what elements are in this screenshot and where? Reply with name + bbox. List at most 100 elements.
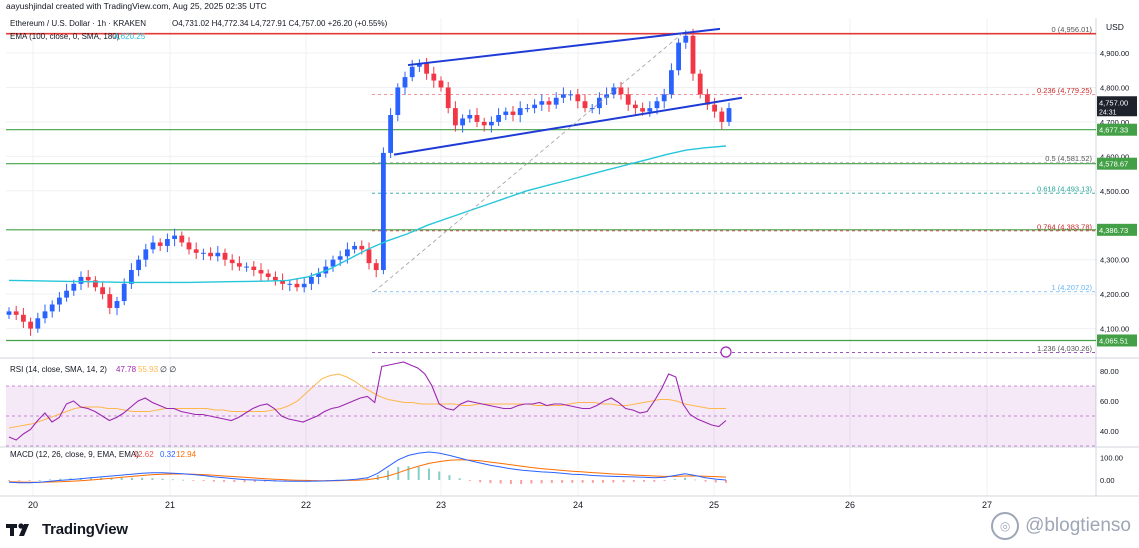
x-tick-label: 27 xyxy=(982,500,992,510)
macd-histogram-bar xyxy=(89,477,92,480)
candle-body xyxy=(409,66,415,78)
candle-body xyxy=(201,252,206,254)
fib-level-label: 0.618 (4,493.13) xyxy=(1037,184,1093,193)
candle-body xyxy=(93,280,98,288)
support-price-tag: 4,578.67 xyxy=(1099,160,1128,169)
ema-line xyxy=(8,145,727,284)
candle-body xyxy=(431,73,437,81)
macd-histogram-bar xyxy=(223,480,226,482)
macd-histogram-bar xyxy=(233,480,236,483)
candle-body xyxy=(661,94,667,102)
macd-histogram-bar xyxy=(540,480,543,484)
candle-body xyxy=(575,94,581,102)
rsi-tick-label: 40.00 xyxy=(1100,427,1119,436)
candle-body xyxy=(561,94,566,98)
candle-body xyxy=(568,94,573,96)
macd-histogram-bar xyxy=(684,477,687,480)
candle-body xyxy=(244,266,249,268)
candle-body xyxy=(71,283,77,291)
candle-body xyxy=(611,87,617,95)
macd-histogram-bar xyxy=(243,480,246,483)
support-price-tag-bg xyxy=(1097,157,1137,170)
countdown-tag: 24:31 xyxy=(1099,109,1117,116)
candle-body xyxy=(85,276,91,281)
y-tick-label: 4,100.00 xyxy=(1100,325,1129,334)
macd-histogram-bar xyxy=(28,480,31,481)
macd-line xyxy=(8,451,727,484)
candle-body xyxy=(157,242,163,246)
fib-anchor-line xyxy=(373,33,683,293)
rsi-value: 47.78 xyxy=(116,365,137,374)
candle-body xyxy=(373,263,379,271)
candle-body xyxy=(683,35,689,43)
macd-histogram-bar xyxy=(581,480,584,483)
fib-level-label: 1 (4,207.02) xyxy=(1052,283,1093,292)
candle-body xyxy=(481,121,487,126)
rsi-title: RSI (14, close, SMA, 14, 2) xyxy=(10,365,107,374)
macd-histogram-bar xyxy=(48,479,51,481)
macd-histogram-bar xyxy=(468,480,471,481)
candle-body xyxy=(143,249,149,260)
last-price-tag: 4,757.00 xyxy=(1099,98,1128,107)
candle-body xyxy=(467,115,473,119)
candle-body xyxy=(107,294,113,308)
macd-histogram-bar xyxy=(612,480,615,483)
candle-body xyxy=(366,249,372,264)
macd-signal-value: 12.94 xyxy=(176,450,197,459)
candle-body xyxy=(35,318,41,329)
macd-histogram-bar xyxy=(571,480,574,483)
candle-body xyxy=(352,245,357,250)
chart-grid xyxy=(0,18,1139,497)
y-tick-label: 4,600.00 xyxy=(1100,152,1129,161)
macd-histogram-bar xyxy=(141,477,144,480)
macd-histogram-bar xyxy=(499,480,502,484)
candle-body xyxy=(525,108,530,110)
candle-body xyxy=(625,94,631,105)
candle-body xyxy=(417,63,422,67)
y-tick-label: 4,900.00 xyxy=(1100,49,1129,58)
candle-body xyxy=(6,311,12,315)
watermark-icon: ◎ xyxy=(991,512,1020,540)
macd-histogram-bar xyxy=(151,478,154,480)
macd-histogram-bar xyxy=(550,480,553,483)
watermark-text: @blogtienso xyxy=(1025,515,1131,536)
fib-level-label: 1.236 (4,030.26) xyxy=(1037,344,1093,353)
lower-trendline xyxy=(393,96,743,156)
candle-body xyxy=(633,104,638,109)
macd-signal-line xyxy=(8,459,727,483)
last-price-tag-bg xyxy=(1097,96,1137,117)
x-tick-label: 22 xyxy=(301,500,311,510)
macd-histogram-bar xyxy=(253,480,256,483)
macd-histogram-bar xyxy=(653,480,656,482)
candle-body xyxy=(229,259,235,264)
macd-histogram-bar xyxy=(663,480,666,481)
candle-body xyxy=(517,108,523,116)
candle-body xyxy=(712,104,717,112)
candle-body xyxy=(215,252,221,257)
tradingview-logo-text: TradingView xyxy=(42,521,128,538)
symbol-title: Ethereum / U.S. Dollar · 1h · KRAKEN xyxy=(10,19,146,28)
macd-histogram-bar xyxy=(171,479,174,481)
y-tick-label: 4,200.00 xyxy=(1100,290,1129,299)
candle-body xyxy=(546,101,552,105)
macd-histogram-bar xyxy=(479,480,482,483)
macd-histogram-value: -12.62 xyxy=(131,450,154,459)
macd-histogram-bar xyxy=(130,477,133,480)
macd-histogram-bar xyxy=(427,468,430,480)
tradingview-logo-icon xyxy=(6,522,29,536)
candle-body xyxy=(42,311,48,319)
y-tick-label: 4,800.00 xyxy=(1100,83,1129,92)
candle-body xyxy=(589,108,595,110)
candle-body xyxy=(294,283,300,288)
macd-histogram-bar xyxy=(376,475,379,480)
macd-histogram-bar xyxy=(417,467,420,480)
macd-histogram-bar xyxy=(202,480,205,481)
candle-body xyxy=(258,270,264,274)
chart-header: aayushjindal created with TradingView.co… xyxy=(6,1,267,11)
macd-histogram-bar xyxy=(714,480,717,483)
candle-body xyxy=(705,94,710,105)
fib-level-label: 0.236 (4,779.25) xyxy=(1037,86,1093,95)
candle-body xyxy=(57,297,62,305)
support-price-tag: 4,065.51 xyxy=(1099,336,1128,345)
